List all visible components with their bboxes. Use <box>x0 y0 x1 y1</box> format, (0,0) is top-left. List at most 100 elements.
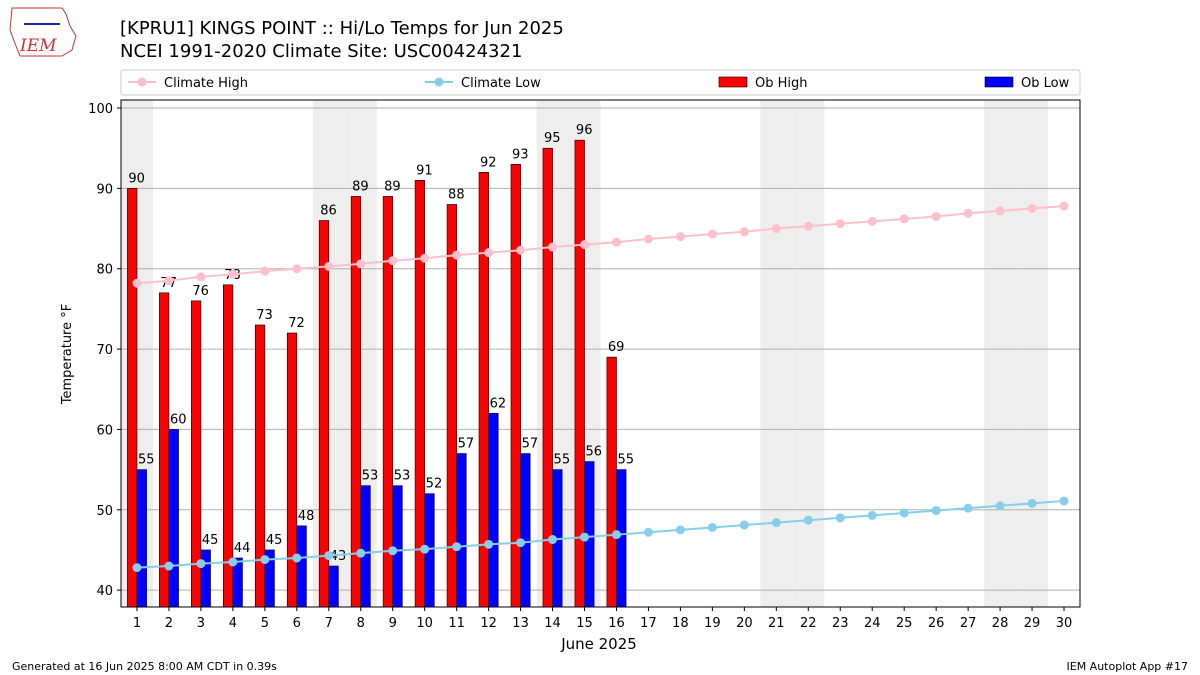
point <box>995 501 1005 511</box>
point <box>739 520 749 530</box>
data-label: 95 <box>544 131 561 146</box>
point <box>516 538 526 548</box>
point <box>963 208 973 218</box>
bar <box>159 292 170 608</box>
data-label: 56 <box>586 445 603 460</box>
data-label: 55 <box>554 453 571 468</box>
x-axis-label: June 2025 <box>560 635 637 653</box>
point <box>132 563 142 573</box>
data-label: 60 <box>170 412 187 427</box>
x-tick-label: 29 <box>1024 616 1041 631</box>
x-tick-label: 25 <box>896 616 913 631</box>
y-axis-label: Temperature °F <box>60 304 75 405</box>
legend-swatch <box>718 76 748 88</box>
point <box>931 506 941 516</box>
data-label: 55 <box>138 453 155 468</box>
data-label: 48 <box>298 509 315 524</box>
bar <box>520 453 531 608</box>
legend-label: Climate High <box>164 76 248 91</box>
footer-left: Generated at 16 Jun 2025 8:00 AM CDT in … <box>12 660 277 673</box>
data-label: 52 <box>426 477 443 492</box>
point <box>675 525 685 535</box>
legend-swatch <box>984 76 1014 88</box>
data-label: 72 <box>288 316 305 331</box>
logo-outline <box>9 7 77 57</box>
point <box>899 214 909 224</box>
bar <box>200 549 211 608</box>
legend-label: Climate Low <box>461 76 541 91</box>
point <box>356 548 366 558</box>
legend-label: Ob Low <box>1021 76 1070 91</box>
point <box>388 256 398 266</box>
data-label: 45 <box>202 533 219 548</box>
x-tick-label: 10 <box>416 616 433 631</box>
point <box>228 269 238 279</box>
data-label: 57 <box>458 437 475 452</box>
point <box>548 535 558 545</box>
point <box>420 544 430 554</box>
x-tick-label: 7 <box>325 616 333 631</box>
bar <box>414 180 425 608</box>
legend-marker <box>434 77 444 87</box>
bar <box>136 469 147 608</box>
point <box>771 518 781 528</box>
y-tick-label: 80 <box>96 263 113 278</box>
x-tick-label: 3 <box>197 616 205 631</box>
point <box>196 559 206 569</box>
weekend-shade <box>984 100 1017 607</box>
bar <box>286 332 298 608</box>
point <box>260 266 270 276</box>
x-tick-label: 27 <box>960 616 977 631</box>
point <box>516 245 526 255</box>
data-label: 69 <box>608 340 625 355</box>
point <box>835 219 845 229</box>
point <box>643 234 653 244</box>
point <box>835 513 845 523</box>
point <box>452 250 462 260</box>
bar <box>328 565 339 608</box>
x-tick-label: 28 <box>992 616 1009 631</box>
point <box>356 259 366 269</box>
point <box>164 276 174 286</box>
y-tick-label: 50 <box>96 504 113 519</box>
x-tick-label: 5 <box>261 616 269 631</box>
point <box>675 232 685 242</box>
x-tick-label: 20 <box>736 616 753 631</box>
point <box>931 212 941 222</box>
point <box>388 546 398 556</box>
x-tick-label: 23 <box>832 616 849 631</box>
bar <box>296 525 307 608</box>
x-tick-label: 13 <box>512 616 529 631</box>
legend-box <box>120 69 1081 96</box>
line <box>136 499 1065 569</box>
y-tick-label: 70 <box>96 343 113 358</box>
x-tick-label: 22 <box>800 616 817 631</box>
point <box>292 553 302 563</box>
point <box>484 248 494 258</box>
bar <box>127 188 138 608</box>
data-label: 93 <box>512 147 529 162</box>
x-tick-label: 11 <box>448 616 465 631</box>
point <box>1059 496 1069 506</box>
point <box>867 216 877 226</box>
point <box>548 242 558 252</box>
bar <box>488 413 499 608</box>
x-tick-label: 21 <box>768 616 785 631</box>
point <box>324 261 334 271</box>
data-label: 89 <box>352 179 369 194</box>
point <box>484 539 494 549</box>
bar <box>254 324 266 608</box>
point <box>260 555 270 565</box>
x-tick-label: 4 <box>229 616 237 631</box>
point <box>132 278 142 288</box>
bar <box>392 485 403 608</box>
point <box>707 522 717 532</box>
y-tick-label: 40 <box>96 584 113 599</box>
bar <box>318 220 330 608</box>
x-tick-label: 12 <box>480 616 497 631</box>
x-tick-label: 30 <box>1056 616 1073 631</box>
plot-frame <box>120 99 1081 608</box>
legend-label: Ob High <box>755 76 808 91</box>
point <box>771 224 781 234</box>
data-label: 45 <box>266 533 283 548</box>
